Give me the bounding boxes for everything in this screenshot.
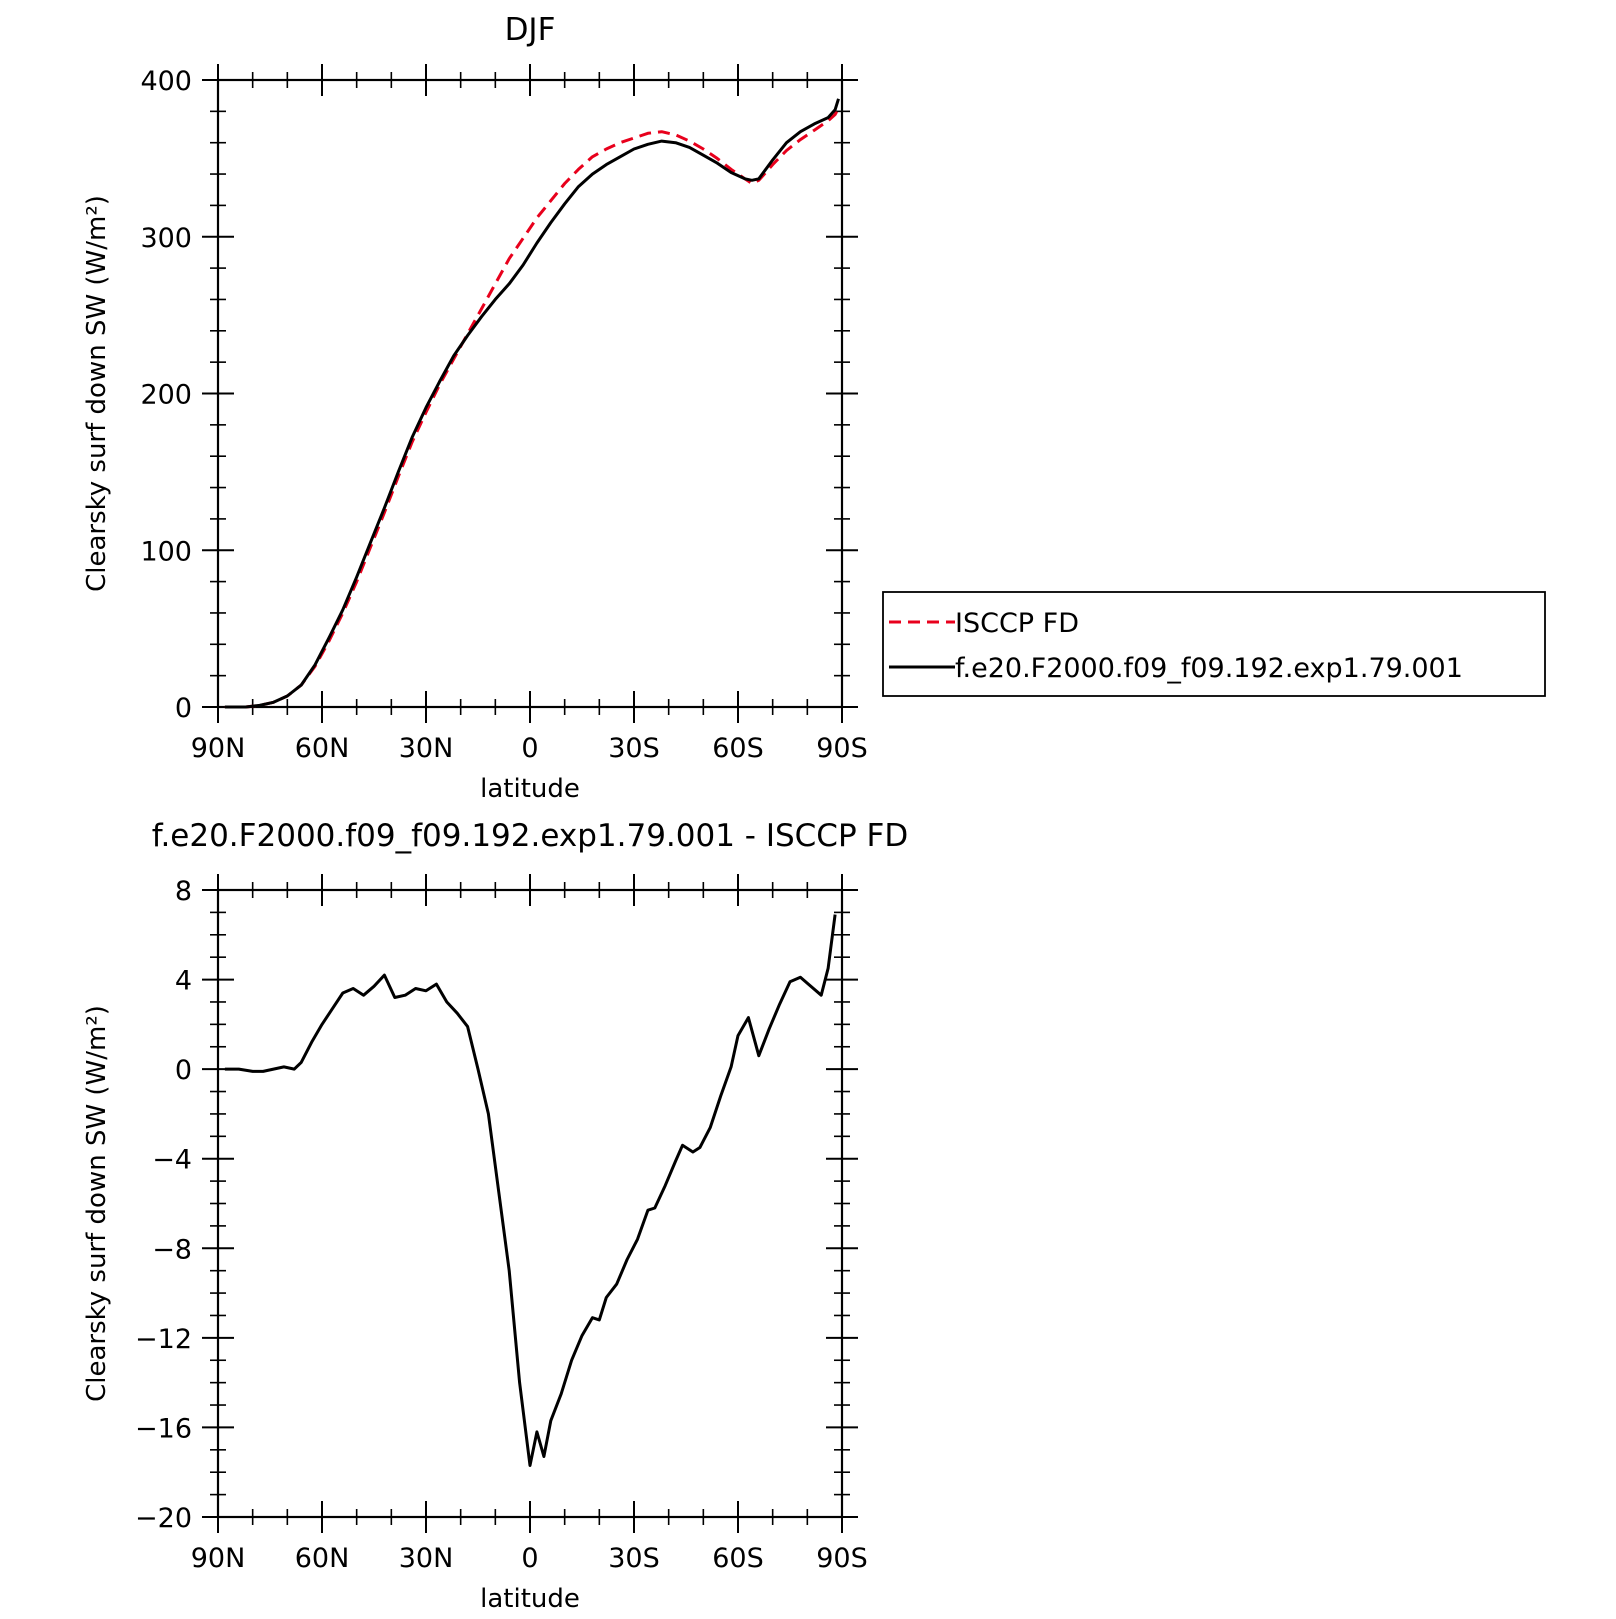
plot-frame — [216, 78, 844, 709]
legend-box — [882, 591, 1546, 697]
chart-title: DJF — [505, 12, 556, 48]
x-tick-label: 60S — [712, 733, 764, 764]
y-axis-label: Clearsky surf down SW (W/m²) — [82, 1005, 112, 1402]
y-tick-label: −12 — [135, 1324, 192, 1355]
x-tick-label: 90S — [816, 1543, 868, 1574]
y-tick-label: 100 — [140, 536, 192, 567]
y-tick-label: −16 — [135, 1413, 192, 1444]
x-tick-label: 0 — [521, 1543, 538, 1574]
chart-title: f.e20.F2000.f09_f09.192.exp1.79.001 - IS… — [152, 818, 908, 854]
y-axis-label: Clearsky surf down SW (W/m²) — [82, 195, 112, 592]
plot-frame — [216, 888, 844, 1519]
y-tick-label: 200 — [140, 380, 192, 411]
x-tick-label: 30N — [399, 733, 454, 764]
x-tick-label: 90N — [191, 733, 246, 764]
chart-panel-2: f.e20.F2000.f09_f09.192.exp1.79.001 - IS… — [82, 818, 908, 1614]
x-axis-label: latitude — [480, 1584, 580, 1614]
y-tick-label: −4 — [152, 1145, 192, 1176]
x-tick-label: 30S — [608, 1543, 660, 1574]
x-tick-label: 60N — [295, 1543, 350, 1574]
x-tick-label: 90S — [816, 733, 868, 764]
x-tick-label: 60S — [712, 1543, 764, 1574]
x-tick-label: 90N — [191, 1543, 246, 1574]
y-tick-label: 0 — [175, 693, 192, 724]
legend-label-2: f.e20.F2000.f09_f09.192.exp1.79.001 — [955, 653, 1463, 684]
series-line-2 — [224, 98, 840, 709]
x-tick-label: 60N — [295, 733, 350, 764]
y-tick-label: −20 — [135, 1503, 192, 1534]
x-tick-label: 30S — [608, 733, 660, 764]
y-tick-label: −8 — [152, 1234, 192, 1265]
series-line-1 — [224, 107, 840, 709]
y-tick-label: 0 — [175, 1055, 192, 1086]
chart-panel-1: DJF 0 100 200 300 400 90N 60N 30N 0 30S 60S 90S latit… — [82, 12, 1546, 804]
legend: ISCCP FD f.e20.F2000.f09_f09.192.exp1.79.… — [882, 591, 1546, 697]
y-tick-label: 8 — [175, 876, 192, 907]
x-tick-label: 0 — [521, 733, 538, 764]
series-line-1 — [224, 914, 837, 1467]
y-tick-label: 4 — [175, 966, 192, 997]
x-tick-label: 30N — [399, 1543, 454, 1574]
y-tick-label: 300 — [140, 223, 192, 254]
x-axis-label: latitude — [480, 774, 580, 804]
y-tick-label: 400 — [140, 66, 192, 97]
legend-label-1: ISCCP FD — [955, 608, 1079, 639]
